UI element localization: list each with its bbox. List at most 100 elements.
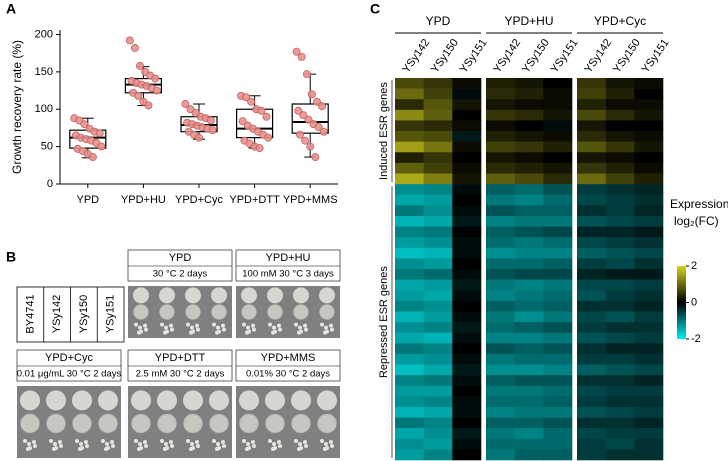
heatmap-cell <box>395 152 424 164</box>
box <box>291 103 329 134</box>
heatmap-cell <box>634 131 664 142</box>
heatmap-cell <box>543 290 573 302</box>
colony-spot <box>159 287 175 304</box>
heatmap-cell <box>543 428 573 440</box>
colony-dot <box>196 444 200 449</box>
heatmap-cell <box>423 215 453 227</box>
heatmap-cell <box>423 406 453 418</box>
column-group-label: YPD <box>426 14 451 28</box>
colony-dot <box>144 327 148 332</box>
heatmap-cell <box>577 300 606 312</box>
heatmap-cell <box>452 385 482 397</box>
colony-dot <box>303 440 307 445</box>
colony-dot <box>163 330 167 335</box>
x-tick-label: YPD+DTT <box>229 194 280 206</box>
colony-dot <box>215 330 219 335</box>
heatmap-cell <box>514 173 544 185</box>
colony-dot <box>186 439 190 444</box>
heatmap-cell <box>543 88 573 100</box>
heatmap-cell <box>543 162 573 174</box>
heatmap-cell <box>605 173 635 185</box>
heatmap-cell <box>577 88 606 100</box>
heatmap-cell <box>543 99 573 111</box>
colony-spot <box>267 287 283 304</box>
colony-dot <box>221 323 225 328</box>
heatmap-cell <box>423 258 453 270</box>
heatmap-cell <box>452 269 482 280</box>
colony-dot <box>297 330 301 335</box>
heatmap-cell <box>634 290 664 302</box>
heatmap-cell <box>486 141 515 153</box>
heatmap-cell <box>605 343 635 355</box>
column-label: YSy142 <box>400 37 432 75</box>
heatmap-cell <box>577 343 606 355</box>
heatmap-cell <box>605 269 635 280</box>
heatmap-cell <box>634 449 664 461</box>
colony-dot <box>330 327 334 332</box>
heatmap-cell <box>605 300 635 312</box>
plate-header <box>235 249 341 282</box>
heatmap-cell <box>452 205 482 217</box>
heatmap-cell <box>423 428 453 440</box>
heatmap-cell <box>543 194 573 206</box>
heatmap-cell <box>423 385 453 397</box>
heatmap-cell <box>514 396 544 408</box>
heatmap-cell <box>514 131 544 142</box>
heatmap-cell <box>577 438 606 450</box>
data-point <box>311 153 320 162</box>
heatmap-cell <box>634 332 664 344</box>
heatmap-cell <box>423 290 453 302</box>
heatmap-cell <box>605 406 635 418</box>
y-tick-label: 50 <box>41 141 53 153</box>
heatmap-cell <box>605 131 635 142</box>
heatmap-cell <box>452 173 482 185</box>
heatmap-cell <box>486 375 515 387</box>
heatmap-cell <box>543 438 573 450</box>
heatmap-cell <box>423 78 453 89</box>
colony-dot <box>329 440 333 445</box>
colony-dot <box>189 330 193 335</box>
heatmap-cell <box>452 237 482 249</box>
colony-dot <box>323 447 327 452</box>
heatmap-cell <box>486 364 515 376</box>
colorbar <box>677 266 686 339</box>
heatmap-cell <box>577 226 606 238</box>
column-label: YSy150 <box>611 37 643 75</box>
heatmap-cell <box>423 99 453 111</box>
colony-spot <box>211 287 227 304</box>
heatmap-cell <box>577 322 606 333</box>
heatmap-cell <box>452 78 482 89</box>
heatmap-cell <box>486 428 515 440</box>
colony-dot <box>330 444 334 449</box>
colony-dot <box>134 322 138 327</box>
heatmap-cell <box>634 406 664 418</box>
strain-label: BY4741 <box>24 294 36 333</box>
colony-dot <box>160 322 164 327</box>
colorbar-tick-label: 2 <box>691 260 697 272</box>
colony-dot <box>216 442 220 447</box>
data-point <box>134 91 143 100</box>
heatmap-cell <box>605 99 635 111</box>
colony-dot <box>75 439 79 444</box>
heatmap-cell <box>577 205 606 217</box>
heatmap-cell <box>605 438 635 450</box>
heatmap-cell <box>514 215 544 227</box>
heatmap-cell <box>577 173 606 185</box>
data-point <box>257 106 266 115</box>
heatmap-cell <box>543 258 573 270</box>
heatmap-cell <box>634 226 664 238</box>
colony-dot <box>251 323 255 328</box>
heatmap-cell <box>605 258 635 270</box>
colony-dot <box>26 447 30 452</box>
heatmap-cell <box>452 290 482 302</box>
heatmap-cell <box>486 237 515 249</box>
heatmap-cell <box>634 120 664 132</box>
colony-dot <box>164 442 168 447</box>
heatmap-cell <box>395 173 424 185</box>
x-tick-label: YPD+Cyc <box>175 194 223 206</box>
heatmap-cell <box>452 215 482 227</box>
heatmap-cell <box>577 141 606 153</box>
heatmap-cell <box>543 300 573 312</box>
heatmap-cell <box>605 279 635 291</box>
heatmap-cell <box>452 99 482 111</box>
